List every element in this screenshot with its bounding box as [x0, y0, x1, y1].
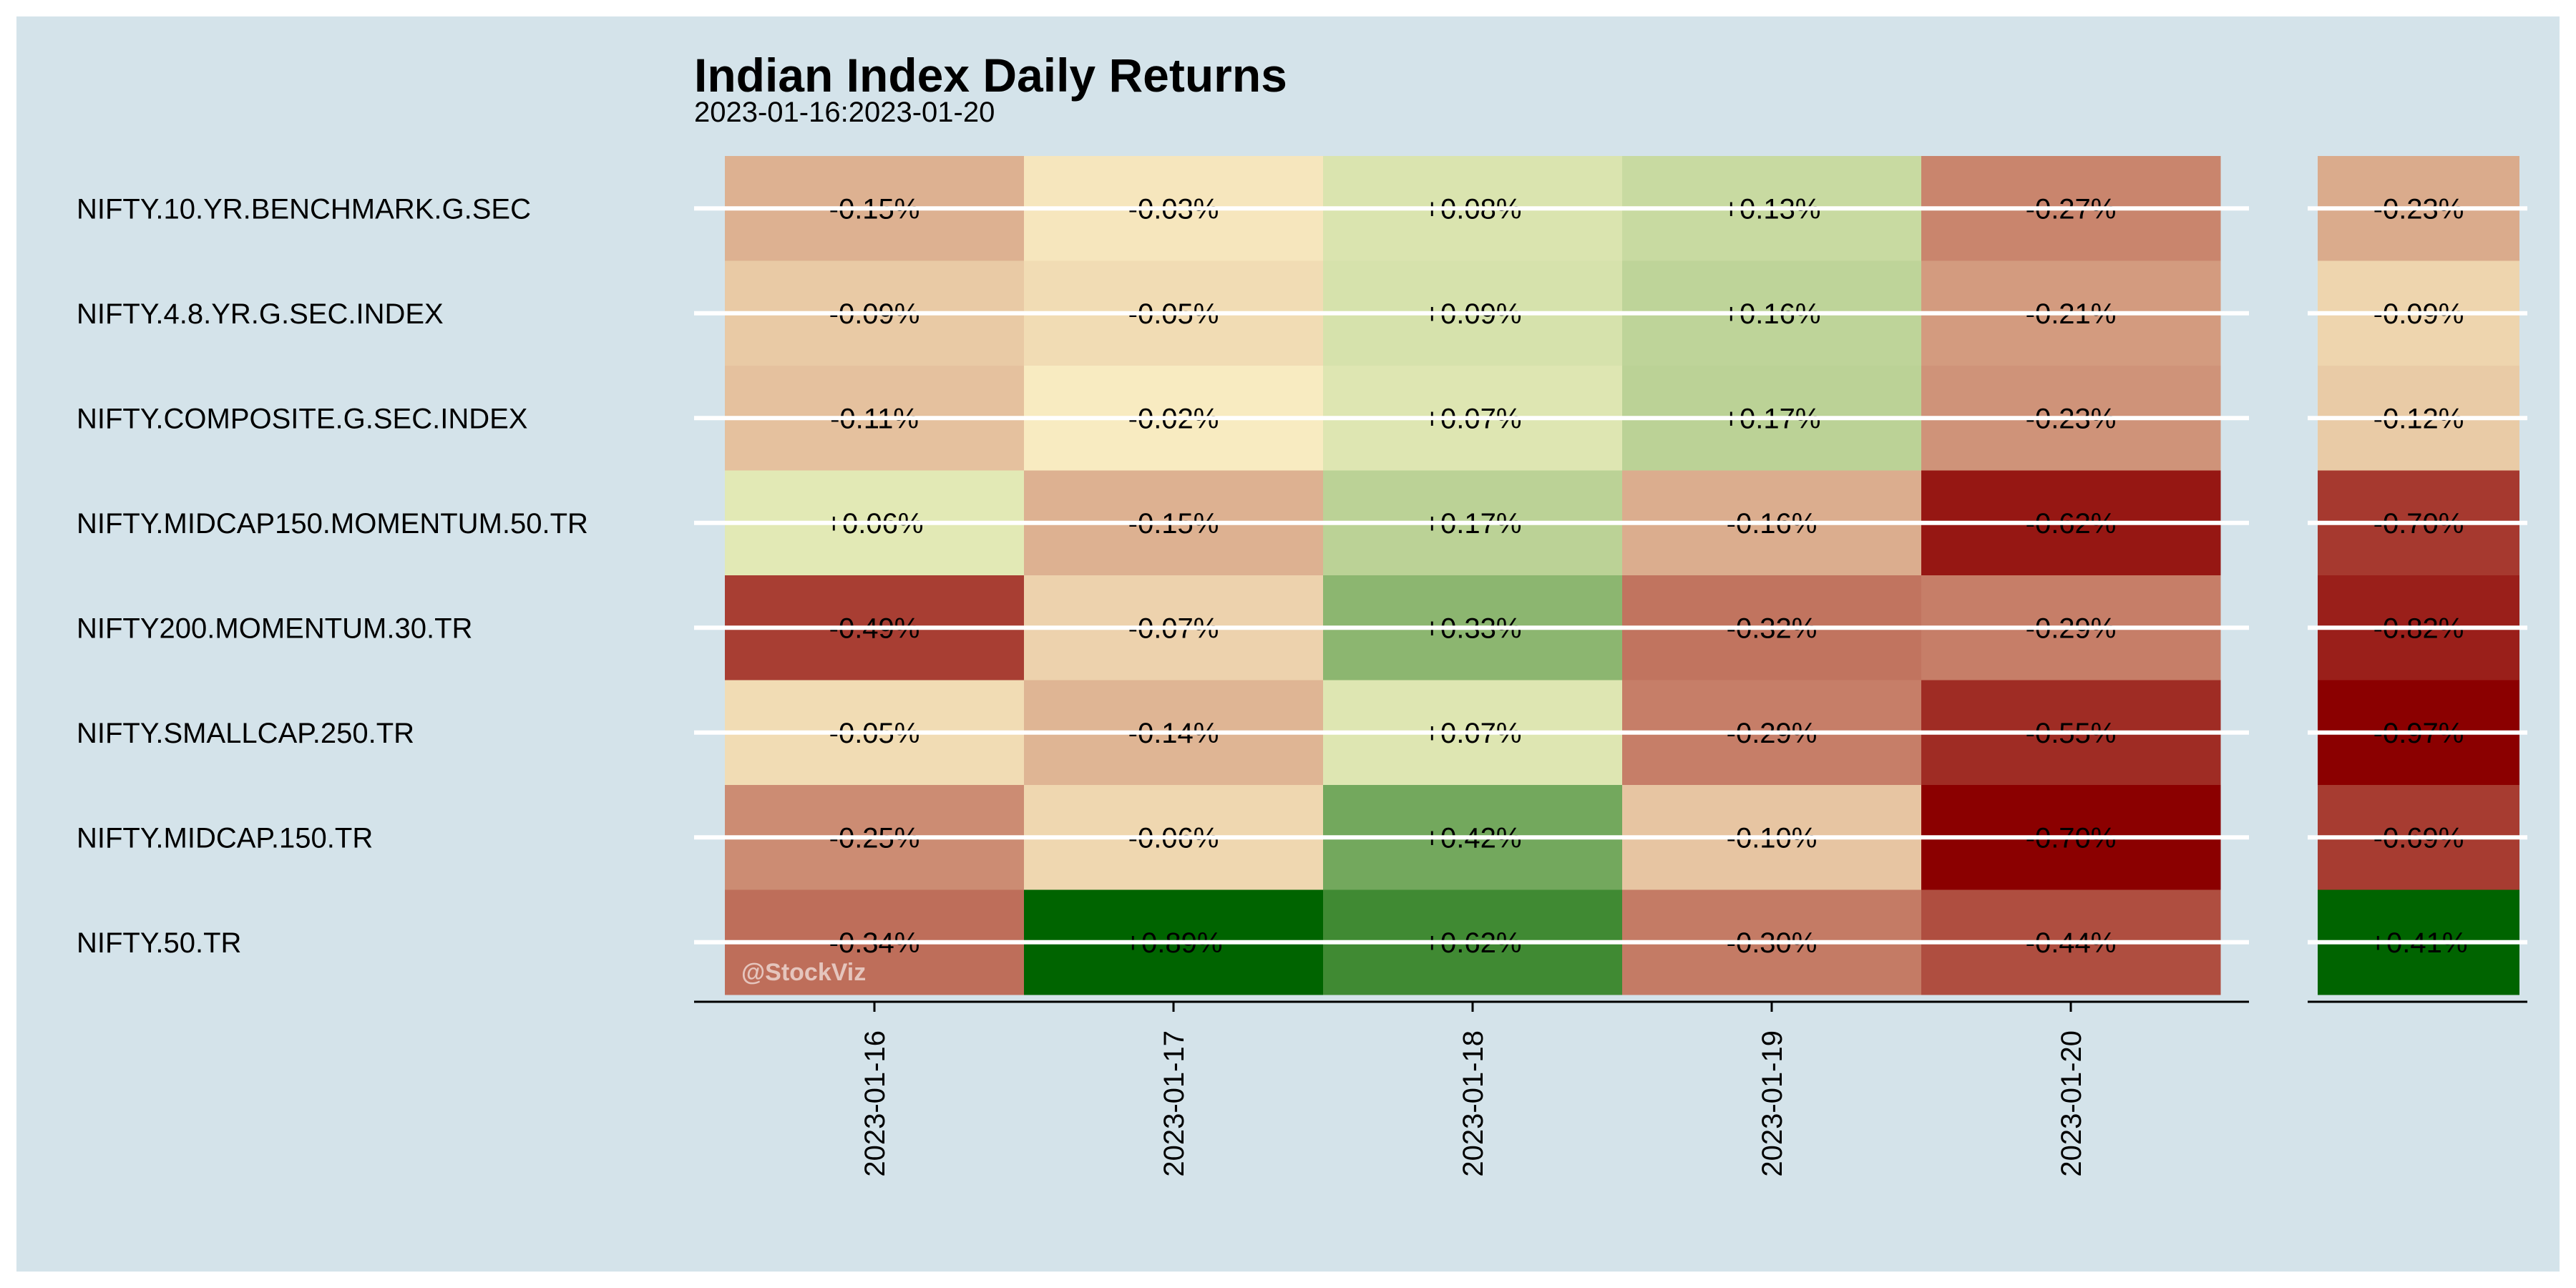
chart-subtitle: 2023-01-16:2023-01-20 [694, 97, 995, 128]
row-label: NIFTY.10.YR.BENCHMARK.G.SEC [77, 193, 531, 225]
row-label: NIFTY.COMPOSITE.G.SEC.INDEX [77, 403, 527, 434]
totals-cells: -0.23%-0.09%-0.12%-0.70%-0.82%-0.97%-0.6… [2318, 156, 2519, 995]
row-label: NIFTY.SMALLCAP.250.TR [77, 718, 414, 749]
row-label: NIFTY.50.TR [77, 927, 241, 959]
row-label: NIFTY.MIDCAP.150.TR [77, 822, 373, 854]
column-labels: 2023-01-16 2023-01-17 2023-01-18 2023-01-19… [859, 1002, 2087, 1177]
column-label: 2023-01-19 [1757, 1030, 1788, 1177]
axis-ticks [694, 206, 2527, 1003]
column-label: 2023-01-20 [2056, 1030, 2087, 1177]
row-label: NIFTY200.MOMENTUM.30.TR [77, 613, 472, 644]
chart-title: Indian Index Daily Returns [694, 49, 1287, 102]
row-label: NIFTY.MIDCAP150.MOMENTUM.50.TR [77, 508, 588, 540]
heatmap-cells: -0.15% -0.03% +0.08% +0.13% -0.27%-0.09% -0.0… [725, 156, 2221, 995]
row-labels: NIFTY.10.YR.BENCHMARK.G.SEC NIFTY.4.8.YR.… [77, 193, 588, 959]
column-label: 2023-01-18 [1458, 1030, 1489, 1177]
row-label: NIFTY.4.8.YR.G.SEC.INDEX [77, 298, 444, 330]
watermark: @StockViz [741, 959, 866, 986]
column-label: 2023-01-17 [1158, 1030, 1190, 1177]
column-label: 2023-01-16 [859, 1030, 891, 1177]
